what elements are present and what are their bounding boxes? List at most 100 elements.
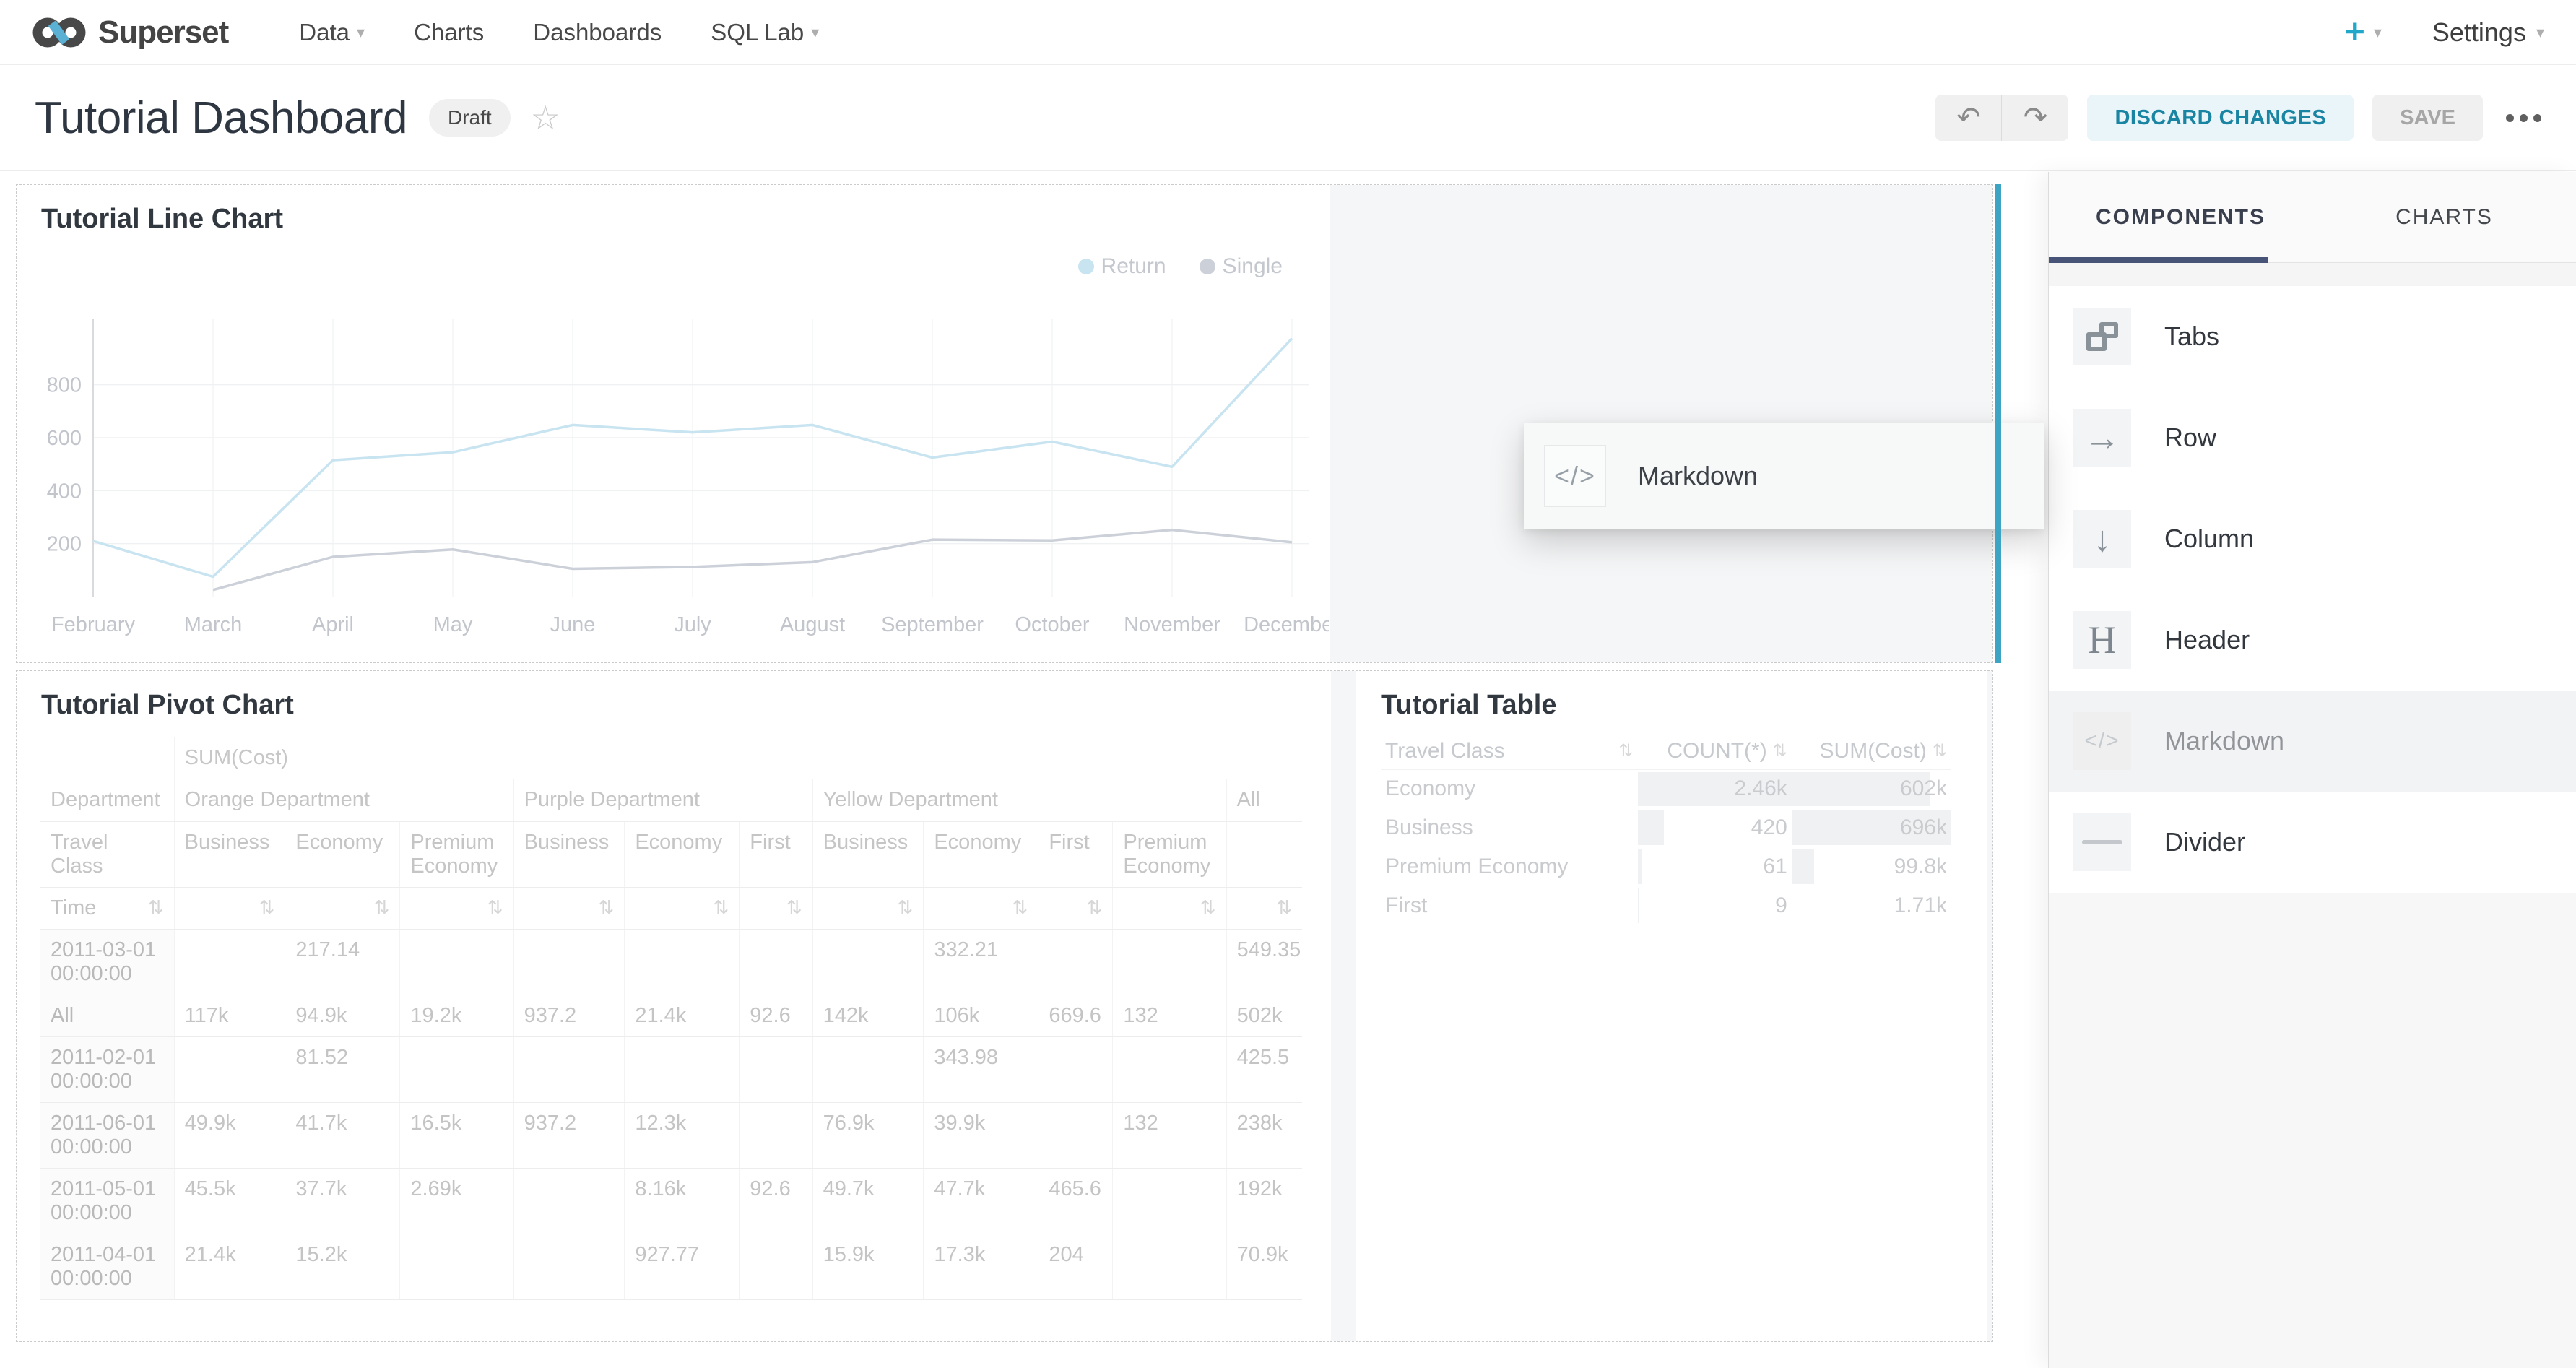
pivot-sort-cell: ⇅ (1038, 887, 1113, 930)
sort-icon[interactable]: ⇅ (1012, 896, 1028, 918)
pivot-value-cell: 106k (923, 995, 1038, 1037)
pivot-value-cell: 2.69k (399, 1168, 514, 1234)
line-chart-card[interactable]: Tutorial Line Chart Return Single 200 400 6… (17, 185, 1329, 662)
pivot-sort-cell: ⇅ (1226, 887, 1302, 930)
sort-icon[interactable]: ⇅ (1276, 896, 1292, 918)
svg-text:March: March (184, 613, 243, 636)
sort-icon[interactable]: ⇅ (487, 896, 503, 918)
sort-icon[interactable]: ⇅ (598, 896, 615, 918)
pivot-value-cell (739, 1234, 813, 1300)
pivot-value-cell (739, 929, 813, 995)
tab-charts[interactable]: CHARTS (2395, 204, 2493, 229)
settings-menu[interactable]: Settings ▾ (2432, 17, 2544, 48)
table-column-header[interactable]: COUNT(*) ⇅ (1637, 733, 1792, 770)
header-icon: H (2073, 611, 2131, 669)
pivot-value-cell (1112, 1036, 1227, 1103)
markdown-drag-preview[interactable]: </> Markdown (1524, 423, 2044, 529)
legend-item-single[interactable]: Single (1199, 254, 1283, 279)
legend-item-return[interactable]: Return (1077, 254, 1166, 279)
pivot-value-cell: 465.6 (1038, 1168, 1113, 1234)
pivot-group-header: Yellow Department (812, 779, 1227, 822)
chevron-down-icon: ▾ (2373, 22, 2382, 41)
superset-logo[interactable]: Superset (32, 14, 229, 51)
tabs-icon (2073, 308, 2131, 365)
pivot-sort-cell: ⇅ (1112, 887, 1227, 930)
discard-changes-button[interactable]: DISCARD CHANGES (2087, 95, 2354, 141)
infinity-logo-icon (32, 17, 86, 47)
pivot-value-cell: 17.3k (923, 1234, 1038, 1300)
sort-icon[interactable]: ⇅ (786, 896, 802, 918)
travel-class-cell: First (1385, 893, 1428, 917)
undo-button[interactable]: ↶ (1935, 95, 2003, 141)
pivot-value-cell: 21.4k (173, 1234, 285, 1300)
favorite-star-icon[interactable]: ☆ (530, 99, 560, 137)
table-column-header[interactable]: Travel Class ⇅ (1381, 733, 1638, 770)
new-item-button[interactable]: + ▾ (2345, 14, 2382, 50)
pivot-value-cell (399, 1234, 514, 1300)
pivot-value-cell (1112, 1168, 1227, 1234)
settings-label: Settings (2432, 17, 2526, 47)
more-options-menu[interactable] (2506, 113, 2541, 122)
nav-item-charts[interactable]: Charts (414, 19, 484, 46)
sort-icon[interactable]: ⇅ (1200, 896, 1216, 918)
sort-icon[interactable]: ⇅ (147, 896, 164, 918)
nav-menu: Data ▾ Charts Dashboards SQL Lab ▾ (274, 19, 844, 46)
redo-button[interactable]: ↷ (2023, 102, 2048, 134)
nav-item-dashboards[interactable]: Dashboards (533, 19, 662, 46)
cell-bar (1637, 810, 1664, 845)
sort-icon[interactable]: ⇅ (1086, 896, 1103, 918)
pivot-value-cell: 92.6 (739, 1168, 813, 1234)
pivot-value-cell (1112, 929, 1227, 995)
pivot-chart-card[interactable]: Tutorial Pivot Chart SUM(Cost) Department… (17, 671, 1331, 1341)
pivot-value-cell: 15.2k (285, 1234, 400, 1300)
pivot-value-cell: 19.2k (399, 995, 514, 1037)
svg-text:June: June (550, 613, 596, 636)
cell-bar (1791, 849, 1815, 884)
tab-components[interactable]: COMPONENTS (2095, 204, 2265, 229)
sort-icon[interactable]: ⇅ (373, 896, 390, 918)
sidebar-item-markdown[interactable]: </> Markdown (2049, 691, 2576, 792)
sidebar-item-column[interactable]: ↓ Column (2049, 488, 2576, 589)
pivot-value-cell (624, 1036, 740, 1103)
travel-class-cell: Business (1385, 815, 1473, 839)
dashboard-row-2-droptarget[interactable] (16, 670, 1993, 1342)
pivot-value-cell: 49.9k (173, 1102, 285, 1169)
pivot-value-cell (399, 929, 514, 995)
sort-icon: ⇅ (1772, 741, 1787, 761)
sidebar-item-row[interactable]: → Row (2049, 387, 2576, 488)
page-title[interactable]: Tutorial Dashboard (35, 92, 407, 143)
cell-bar (1791, 771, 1930, 806)
sidebar-item-divider[interactable]: Divider (2049, 792, 2576, 893)
svg-text:October: October (1015, 613, 1089, 636)
sidebar-item-label: Markdown (2164, 726, 2285, 756)
pivot-subcolumn-header (1226, 821, 1302, 888)
data-table: Travel Class ⇅ COUNT(*) ⇅ SUM(Cost) ⇅ Economy 2… (1381, 733, 1951, 925)
save-button[interactable]: SAVE (2372, 95, 2483, 141)
table-column-header[interactable]: SUM(Cost) ⇅ (1791, 733, 1951, 770)
cell-bar (1637, 849, 1642, 884)
sort-icon[interactable]: ⇅ (713, 896, 729, 918)
pivot-value-cell: 132 (1112, 995, 1227, 1037)
nav-item-data[interactable]: Data ▾ (299, 19, 365, 46)
svg-text:April: April (312, 613, 354, 636)
chart-title: Tutorial Table (1381, 690, 1557, 720)
sum-cell: 602k (1791, 769, 1951, 808)
pivot-value-cell: 21.4k (624, 995, 740, 1037)
chevron-down-icon: ▾ (811, 22, 820, 41)
pivot-group-header: All (1226, 779, 1302, 822)
nav-item-label: Data (299, 18, 350, 46)
pivot-value-cell: 49.7k (812, 1168, 924, 1234)
sort-icon[interactable]: ⇅ (897, 896, 914, 918)
pivot-row-header: All (40, 995, 175, 1037)
pivot-subcolumn-header: Premium Economy (1112, 821, 1227, 888)
pivot-value-cell (812, 929, 924, 995)
pivot-value-cell (739, 1102, 813, 1169)
sidebar-item-header[interactable]: H Header (2049, 589, 2576, 691)
sort-icon[interactable]: ⇅ (259, 896, 275, 918)
nav-item-sql-lab[interactable]: SQL Lab ▾ (711, 19, 819, 46)
pivot-subcolumn-header: Economy (624, 821, 740, 888)
pivot-sort-cell: ⇅ (923, 887, 1038, 930)
svg-text:September: September (881, 613, 984, 636)
table-chart-card[interactable]: Tutorial Table Travel Class ⇅ COUNT(*) ⇅ SUM… (1356, 671, 1987, 1341)
sidebar-item-tabs[interactable]: Tabs (2049, 286, 2576, 387)
